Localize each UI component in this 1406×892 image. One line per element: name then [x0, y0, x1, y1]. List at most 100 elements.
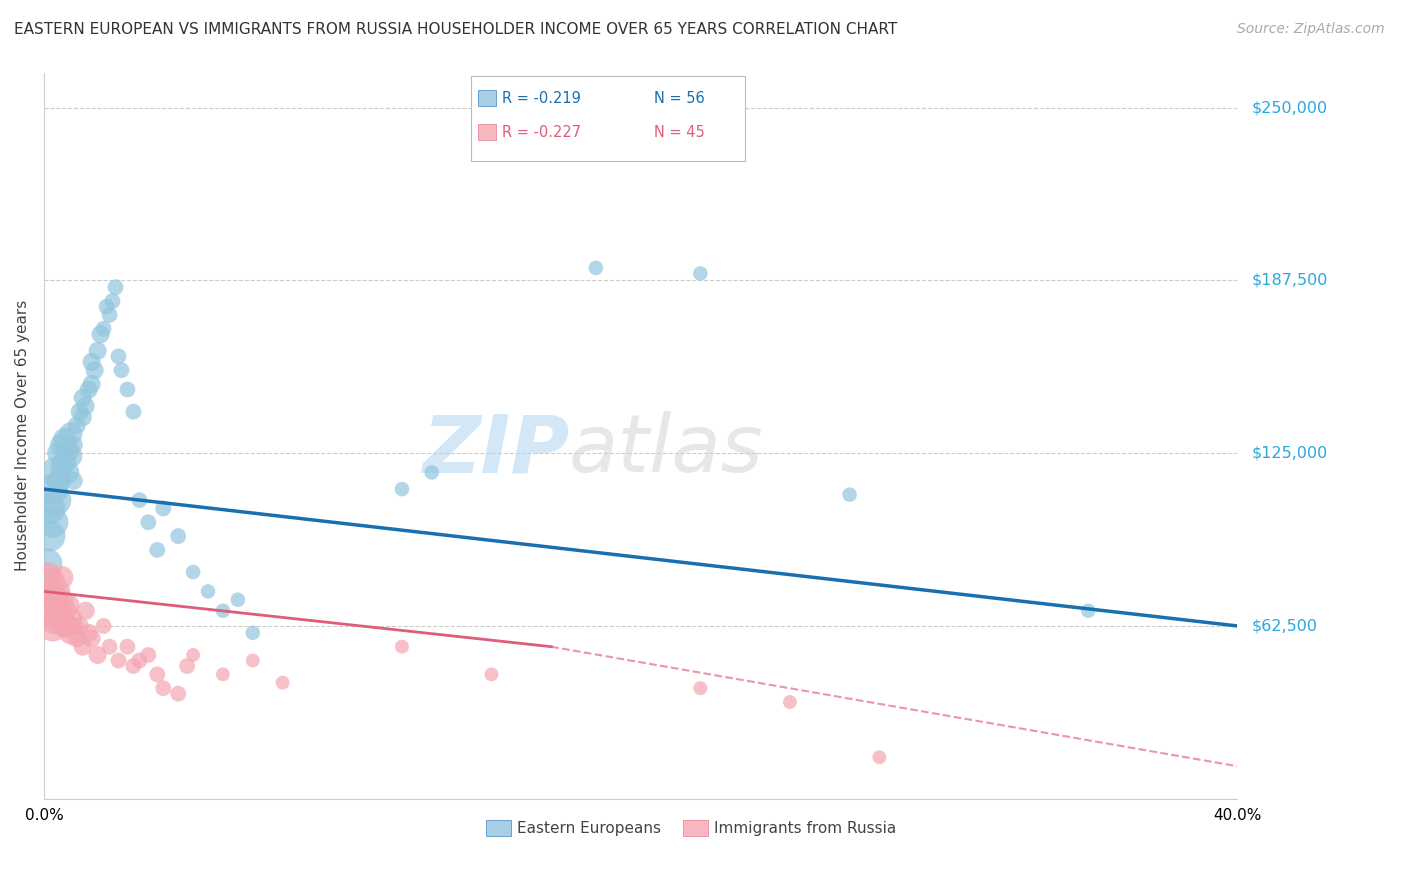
Point: [42, 516, 65, 530]
Text: $125,000: $125,000: [1251, 446, 1327, 460]
Point: [122, 659, 145, 673]
Text: $187,500: $187,500: [1251, 273, 1327, 288]
Point: [391, 640, 413, 654]
Point: [98, 640, 121, 654]
Point: [51, 592, 73, 607]
Point: [53, 604, 76, 618]
Point: [107, 653, 129, 667]
Point: [181, 648, 204, 662]
Point: [86, 343, 108, 358]
Point: [69, 405, 91, 419]
Text: N = 56: N = 56: [654, 91, 704, 105]
Point: [48, 584, 70, 599]
Point: [45, 612, 67, 626]
Point: [35, 592, 58, 607]
Point: [146, 667, 169, 681]
Point: [75, 604, 97, 618]
Point: [42, 592, 65, 607]
Point: [689, 267, 711, 281]
Point: [42, 482, 65, 496]
Point: [66, 418, 89, 433]
Point: [122, 405, 145, 419]
Point: [90, 327, 112, 342]
Point: [72, 391, 94, 405]
Point: [83, 363, 105, 377]
Point: [48, 604, 70, 618]
Point: [69, 619, 91, 633]
Point: [56, 598, 79, 612]
Point: [98, 308, 121, 322]
Point: [38, 576, 60, 591]
Text: atlas: atlas: [569, 411, 763, 490]
Point: [59, 625, 82, 640]
Text: $250,000: $250,000: [1251, 100, 1327, 115]
Point: [56, 619, 79, 633]
Point: [80, 355, 103, 369]
Point: [62, 474, 84, 488]
Point: [53, 433, 76, 447]
Y-axis label: Householder Income Over 65 years: Householder Income Over 65 years: [15, 301, 30, 572]
Point: [212, 604, 235, 618]
Point: [72, 640, 94, 654]
Point: [51, 460, 73, 475]
Point: [689, 681, 711, 695]
Point: [779, 695, 801, 709]
Text: ZIP: ZIP: [422, 411, 569, 490]
Point: [77, 625, 100, 640]
Point: [117, 383, 139, 397]
Point: [271, 675, 294, 690]
Point: [1077, 604, 1099, 618]
Text: EASTERN EUROPEAN VS IMMIGRANTS FROM RUSSIA HOUSEHOLDER INCOME OVER 65 YEARS CORR: EASTERN EUROPEAN VS IMMIGRANTS FROM RUSS…: [14, 22, 897, 37]
Point: [80, 377, 103, 392]
Point: [481, 667, 503, 681]
Point: [72, 410, 94, 425]
Point: [107, 350, 129, 364]
Point: [93, 619, 115, 633]
Point: [152, 501, 174, 516]
Point: [197, 584, 219, 599]
Text: Immigrants from Russia: Immigrants from Russia: [714, 821, 896, 836]
Point: [45, 466, 67, 480]
Point: [59, 612, 82, 626]
Point: [226, 592, 249, 607]
Point: [38, 529, 60, 543]
Point: [66, 632, 89, 646]
Point: [117, 640, 139, 654]
Point: [104, 280, 127, 294]
Point: [51, 438, 73, 452]
Point: [62, 438, 84, 452]
Point: [167, 529, 190, 543]
Point: [77, 383, 100, 397]
Text: Source: ZipAtlas.com: Source: ZipAtlas.com: [1237, 22, 1385, 37]
Point: [868, 750, 890, 764]
Point: [48, 446, 70, 460]
Point: [45, 493, 67, 508]
Point: [42, 619, 65, 633]
Point: [51, 570, 73, 584]
Point: [110, 363, 132, 377]
Point: [48, 474, 70, 488]
Point: [59, 426, 82, 441]
Point: [136, 648, 159, 662]
Point: [242, 653, 264, 667]
Point: [35, 557, 58, 571]
Text: R = -0.227: R = -0.227: [502, 125, 581, 139]
Point: [62, 619, 84, 633]
Point: [128, 493, 150, 508]
Point: [93, 322, 115, 336]
Point: [53, 619, 76, 633]
Point: [585, 260, 607, 275]
Point: [59, 449, 82, 463]
Point: [56, 443, 79, 458]
Text: N = 45: N = 45: [654, 125, 704, 139]
Text: R = -0.219: R = -0.219: [502, 91, 581, 105]
Point: [53, 454, 76, 468]
Point: [75, 399, 97, 413]
Point: [181, 565, 204, 579]
Point: [420, 466, 443, 480]
Point: [96, 300, 118, 314]
Text: Eastern Europeans: Eastern Europeans: [517, 821, 661, 836]
Point: [152, 681, 174, 695]
Point: [86, 648, 108, 662]
Point: [146, 543, 169, 558]
